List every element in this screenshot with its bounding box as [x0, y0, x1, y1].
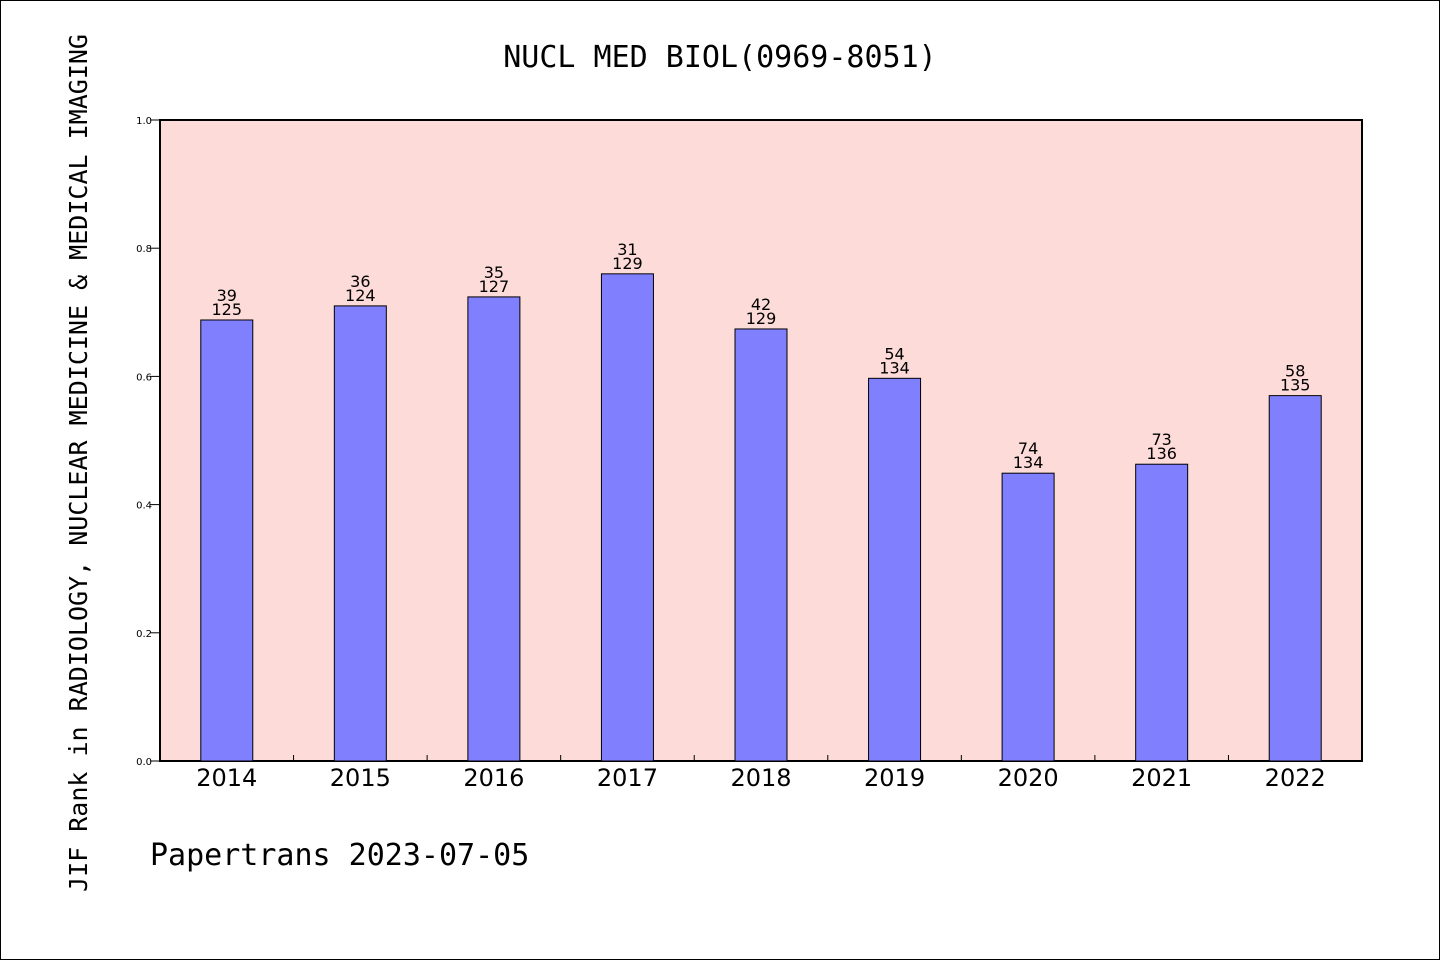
x-axis-ticks: 2014 2015 2016 2017 2018 2019 2020 2021 2022 [196, 755, 1326, 792]
y-tick-label: 0.4 [136, 501, 152, 512]
bar-2021 [1135, 463, 1189, 762]
bar-2019 [868, 377, 922, 762]
x-tick-label: 2022 [1265, 764, 1326, 792]
data-label-total: 134 [1013, 453, 1044, 472]
data-label-rank: 36 [350, 272, 370, 291]
bar-2022 [1268, 395, 1322, 762]
data-label-total: 129 [746, 309, 777, 328]
x-tick-label: 2018 [730, 764, 791, 792]
y-axis-ticks: 0.0 0.2 0.4 0.6 0.8 1.0 [136, 116, 160, 768]
y-tick-label: 0.6 [136, 372, 152, 383]
bar-2018 [734, 328, 788, 762]
data-label-total: 136 [1146, 444, 1177, 463]
bar-2014 [200, 319, 254, 762]
bar-2017 [600, 273, 654, 762]
x-tick-label: 2014 [196, 764, 257, 792]
bar-2015 [333, 305, 387, 762]
data-label-rank: 39 [217, 286, 237, 305]
x-tick-label: 2021 [1131, 764, 1192, 792]
data-label-total: 125 [212, 300, 243, 319]
data-label-rank: 73 [1151, 430, 1171, 449]
data-label-total: 129 [612, 254, 643, 273]
data-label-total: 135 [1280, 376, 1311, 395]
data-label-rank: 42 [751, 295, 771, 314]
data-label-rank: 74 [1018, 439, 1038, 458]
x-tick-label: 2020 [998, 764, 1059, 792]
data-label-rank: 31 [617, 240, 637, 259]
x-tick-label: 2019 [864, 764, 925, 792]
y-tick-label: 1.0 [136, 116, 152, 127]
data-label-total: 127 [479, 277, 510, 296]
data-label-rank: 35 [484, 263, 504, 282]
bar-2016 [467, 296, 521, 762]
chart-title: NUCL MED BIOL(0969-8051) [503, 40, 936, 75]
data-label-rank: 58 [1285, 362, 1305, 381]
y-tick-label: 0.8 [136, 244, 152, 255]
y-axis-label: JIF Rank in RADIOLOGY, NUCLEAR MEDICINE … [64, 34, 93, 892]
data-labels-group: 3912536124351273112942129541347413473136… [212, 240, 1311, 472]
footer-credit: Papertrans 2023-07-05 [150, 838, 529, 873]
x-tick-label: 2015 [330, 764, 391, 792]
y-tick-label: 0.0 [136, 757, 152, 768]
bars-group [200, 273, 1322, 762]
data-label-rank: 54 [884, 344, 904, 363]
data-label-total: 134 [879, 358, 910, 377]
y-tick-label: 0.2 [136, 629, 152, 640]
x-tick-label: 2016 [463, 764, 524, 792]
x-tick-label: 2017 [597, 764, 658, 792]
bar-2020 [1001, 472, 1055, 762]
data-label-total: 124 [345, 286, 376, 305]
